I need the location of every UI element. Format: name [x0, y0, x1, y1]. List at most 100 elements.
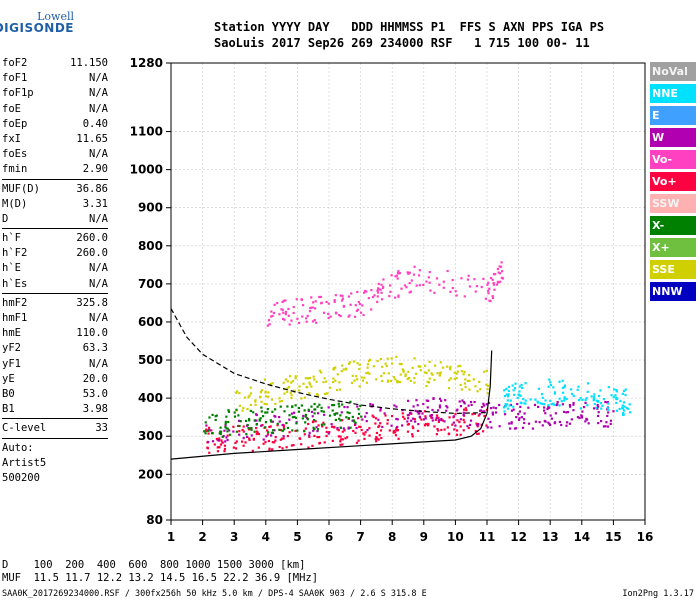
echo-point [376, 295, 379, 298]
echo-point [301, 417, 304, 420]
echo-point [284, 310, 288, 313]
echo-point [554, 412, 557, 415]
param-row: foEs N/A [2, 147, 108, 162]
echo-point [453, 371, 456, 374]
echo-point [427, 422, 430, 425]
echo-point [292, 444, 295, 447]
y-tick-label: 1100 [130, 125, 163, 139]
echo-point [412, 427, 415, 430]
legend-item-noval: NoVal [650, 62, 696, 81]
param-group-f: foF2 11.150 foF1 N/A foF1p N/A foE N/A foEp 0… [2, 56, 108, 178]
echo-point [315, 426, 318, 429]
echo-point [279, 438, 282, 441]
echo-point [323, 377, 326, 380]
echo-point [281, 423, 284, 427]
echo-point [348, 411, 351, 415]
echo-point [282, 424, 286, 427]
echo-point [407, 422, 411, 426]
echo-point [403, 284, 407, 287]
echo-point [474, 290, 477, 293]
echo-point [248, 427, 251, 430]
echo-point [584, 420, 587, 423]
echo-point [307, 409, 310, 413]
echo-point [263, 402, 266, 405]
echo-point [258, 419, 261, 422]
echo-point [414, 409, 417, 412]
echo-point [411, 433, 414, 436]
echo-point [355, 441, 359, 444]
echo-point [291, 405, 294, 408]
echo-point [426, 380, 429, 383]
echo-point [360, 428, 363, 432]
echo-point [473, 400, 476, 404]
x-tick-label: 4 [262, 530, 270, 544]
echo-point [308, 434, 311, 437]
echo-point [506, 399, 509, 402]
echo-point [278, 445, 281, 449]
echo-point [328, 430, 331, 434]
echo-point [267, 431, 270, 434]
param-row: foF1p N/A [2, 86, 108, 101]
echo-point [331, 439, 334, 442]
echo-point [294, 375, 297, 378]
echo-point [276, 422, 279, 425]
echo-point [487, 289, 490, 292]
echo-point [518, 390, 521, 393]
echo-point [428, 377, 431, 380]
echo-point [498, 425, 501, 428]
echo-point [519, 401, 522, 404]
echo-point [313, 307, 317, 310]
echo-point [459, 383, 462, 386]
echo-point [289, 391, 292, 394]
echo-point [616, 397, 619, 400]
echo-point [478, 380, 481, 384]
echo-point [568, 422, 572, 425]
x-tick-label: 3 [230, 530, 238, 544]
echo-point [411, 417, 415, 420]
echo-point [410, 279, 413, 282]
param-key: foF1 [2, 72, 28, 85]
echo-point [283, 318, 286, 321]
echo-point [429, 289, 432, 292]
echo-point [365, 372, 368, 375]
echo-point [492, 273, 496, 276]
echo-point [442, 286, 445, 289]
echo-point [343, 405, 346, 409]
echo-point [367, 359, 371, 363]
echo-point [454, 290, 457, 293]
param-row: B1 3.98 [2, 402, 108, 417]
echo-point [463, 382, 466, 385]
echo-point [377, 418, 380, 421]
echo-point [274, 415, 277, 418]
echo-point [264, 411, 267, 414]
echo-point [327, 406, 330, 409]
echo-point [283, 410, 286, 413]
echo-point [460, 277, 463, 280]
echo-point [252, 437, 255, 441]
echo-point [455, 409, 458, 412]
echo-point [274, 435, 277, 439]
echo-point [235, 408, 238, 411]
echo-point [310, 405, 313, 408]
echo-point [494, 407, 498, 410]
echo-point [429, 414, 433, 417]
echo-point [615, 389, 618, 392]
echo-point [469, 419, 473, 422]
echo-point [462, 418, 465, 422]
echo-point [331, 404, 334, 407]
echo-point [438, 404, 442, 407]
echo-point [418, 412, 421, 415]
echo-point [282, 435, 285, 438]
echo-point [304, 413, 308, 417]
echo-point [403, 417, 406, 420]
echo-point [518, 393, 521, 397]
param-value: 2.90 [82, 163, 108, 176]
param-row: h`F2 260.0 [2, 246, 108, 261]
echo-point [339, 440, 342, 443]
echo-point [308, 431, 311, 434]
echo-point [317, 424, 320, 427]
echo-point [379, 357, 383, 361]
echo-point [339, 443, 342, 446]
echo-point [269, 434, 273, 437]
echo-point [270, 431, 274, 434]
